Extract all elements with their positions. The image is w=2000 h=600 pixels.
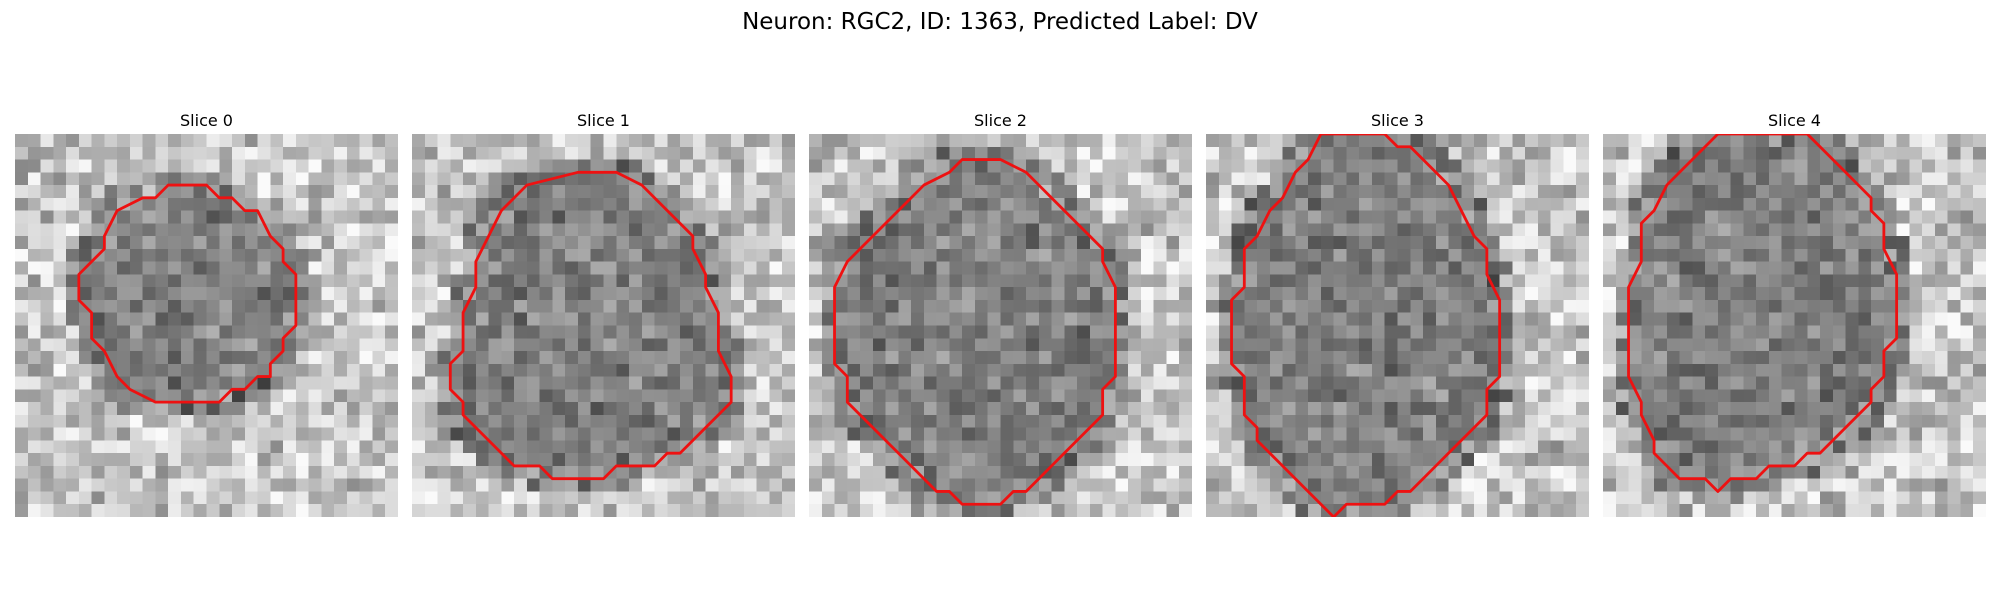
slice-panel-4: Slice 4	[1603, 108, 1986, 517]
slice-title-0: Slice 0	[15, 108, 398, 134]
pixel-grid	[412, 134, 795, 517]
slice-title-2: Slice 2	[809, 108, 1192, 134]
slice-title-4: Slice 4	[1603, 108, 1986, 134]
slice-title-3: Slice 3	[1206, 108, 1589, 134]
slice-panel-3: Slice 3	[1206, 108, 1589, 517]
figure-title: Neuron: RGC2, ID: 1363, Predicted Label:…	[0, 6, 2000, 38]
slice-image-4	[1603, 134, 1986, 517]
slice-panel-0: Slice 0	[15, 108, 398, 517]
pixel-grid	[809, 134, 1192, 517]
pixel-grid	[15, 134, 398, 517]
slice-image-3	[1206, 134, 1589, 517]
pixel-grid	[1206, 134, 1589, 517]
slice-image-1	[412, 134, 795, 517]
slice-title-1: Slice 1	[412, 108, 795, 134]
slice-image-2	[809, 134, 1192, 517]
slice-image-0	[15, 134, 398, 517]
slice-panel-1: Slice 1	[412, 108, 795, 517]
slice-panel-2: Slice 2	[809, 108, 1192, 517]
